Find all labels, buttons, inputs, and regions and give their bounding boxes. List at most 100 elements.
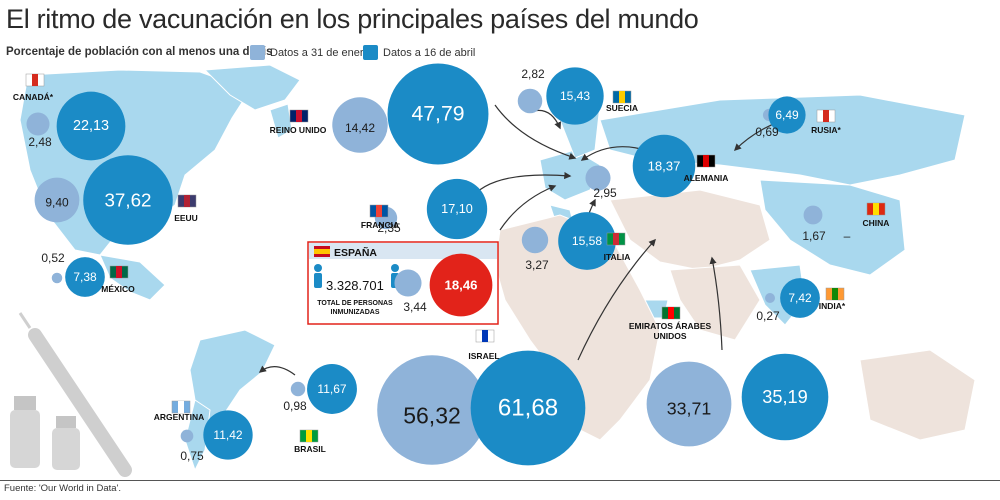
value-jan-suecia: 2,82 [521,67,545,81]
legend-swatch-jan [250,45,265,60]
footer-rule [0,480,1000,481]
bubble-apr-emiratos-árabes-unidos [741,353,829,441]
bubble-apr-india [780,278,820,318]
bubble-jan-israel [377,355,487,465]
country-label-rusia: RUSIA* [811,125,841,135]
country-label-israel: ISRAEL [468,351,499,361]
value-apr-eeuu: 37,62 [104,190,151,211]
flag-icon-emiratos-árabes-unidos [661,306,681,320]
value-apr-brasil: 11,67 [317,382,346,396]
land-shape-other-3 [859,349,976,441]
value-jan-emiratos-árabes-unidos: 33,71 [667,399,712,419]
value-jan-méxico: 0,52 [41,251,65,265]
value-apr-méxico: 7,38 [73,270,97,284]
value-apr-canadá: 22,13 [73,118,109,134]
value-apr-italia: 15,58 [572,234,603,248]
bubble-apr-eeuu [83,155,173,245]
country-label-alemania: ALEMANIA [684,173,729,183]
flag-icon-italia [606,232,626,246]
bubble-jan-argentina [180,429,194,443]
spain-total-caption-1: TOTAL DE PERSONAS [317,300,393,307]
value-jan-argentina: 0,75 [180,449,204,463]
pointer-arrow-0 [494,104,577,160]
bubble-apr-israel [470,350,586,466]
value-apr-israel: 61,68 [498,395,558,422]
value-apr-rusia: 6,49 [775,108,799,122]
flag-icon-reino-unido [289,109,309,123]
pointer-arrow-6 [577,238,656,361]
value-apr-emiratos-árabes-unidos: 35,19 [762,387,807,407]
legend-item-apr: Datos a 16 de abril [363,45,475,60]
land-shape-blue-12 [189,329,276,442]
bubbles-layer [26,63,829,466]
bubble-apr-francia [426,178,488,240]
flag-icon-china [866,202,886,216]
source-note: Fuente: 'Our World in Data'. [4,483,121,494]
bubble-apr-argentina [203,410,253,460]
country-label-brasil: BRASIL [294,444,326,454]
pointer-arrow-4 [499,184,557,231]
value-apr-argentina: 11,42 [213,428,242,442]
value-jan-españa: 3,44 [403,300,427,314]
bubble-jan-reino-unido [332,97,388,153]
bubble-apr-rusia [768,96,806,134]
flag-icon-méxico [109,265,129,279]
bubble-apr-suecia [546,67,604,125]
bubble-jan-italia [521,226,549,254]
flag-icon-suecia [612,90,632,104]
value-jan-rusia: 0,69 [755,125,779,139]
value-apr-alemania: 18,37 [648,159,681,174]
value-apr-china: – [844,229,851,243]
flag-icon-argentina [171,400,191,414]
value-apr-francia: 17,10 [441,202,473,216]
bubble-jan-españa [394,269,422,297]
bubble-jan-emiratos-árabes-unidos [646,361,732,447]
bubble-apr-reino-unido [387,63,489,165]
country-label-reino-unido: REINO UNIDO [270,125,327,135]
syringe-icon [28,328,132,477]
flag-icon-brasil [299,429,319,443]
country-label-méxico: MÉXICO [101,284,135,294]
flag-icon-alemania [696,154,716,168]
spain-box-header [309,243,497,259]
chart-title: El ritmo de vacunación en los principale… [6,4,699,34]
vial-icon-2 [52,428,80,470]
pointer-arrow-8 [258,365,296,376]
country-label-india: INDIA* [819,301,846,311]
pointer-arrow-7 [709,256,723,351]
value-jan-reino-unido: 14,42 [345,121,375,135]
country-label-francia: FRANCIA [361,220,399,230]
country-label-emiratos-árabes-unidos: EMIRATOS ÁRABES [629,321,712,331]
vial-icon-1 [10,410,40,468]
bubble-jan-canadá [26,112,50,136]
bubble-jan-alemania [585,165,611,191]
bubble-apr-alemania [632,134,696,198]
flag-icon-spain [314,246,330,257]
value-apr-reino-unido: 47,79 [411,103,464,126]
chart-subtitle: Porcentaje de población con al menos una… [6,46,273,58]
vial-cap-icon-1 [14,396,36,410]
bubble-apr-españa [429,253,493,317]
value-jan-brasil: 0,98 [283,399,307,413]
bubble-jan-india [765,293,775,303]
country-label-canadá: CANADÁ* [13,92,54,102]
value-apr-india: 7,42 [788,291,812,305]
vial-cap-icon-2 [56,416,76,428]
flag-icon-francia [369,204,389,218]
land-shape-blue-3 [269,103,293,139]
bubble-apr-brasil [307,364,357,414]
value-apr-españa: 18,46 [445,278,478,293]
bubble-jan-eeuu [34,177,80,223]
person-icon-0 [314,264,322,288]
flag-icon-india [825,287,845,301]
land-shape-other-2 [669,264,761,341]
land-shape-other-1 [609,189,771,271]
value-jan-alemania: 2,95 [593,186,617,200]
bubble-jan-suecia [517,88,543,114]
world-map-chart: ESPAÑA 3.328.701 TOTAL DE PERSONAS INMUNIZA… [10,63,976,477]
country-label-emiratos-árabes-unidos-2: UNIDOS [653,331,686,341]
country-label-argentina: ARGENTINA [154,412,205,422]
bubble-jan-méxico [51,272,63,284]
country-labels-layer: 2,48 22,13 CANADÁ* 9,40 37,62 EEUU 0,52 7,38 MÉX… [13,67,890,463]
value-jan-eeuu: 9,40 [45,195,69,209]
